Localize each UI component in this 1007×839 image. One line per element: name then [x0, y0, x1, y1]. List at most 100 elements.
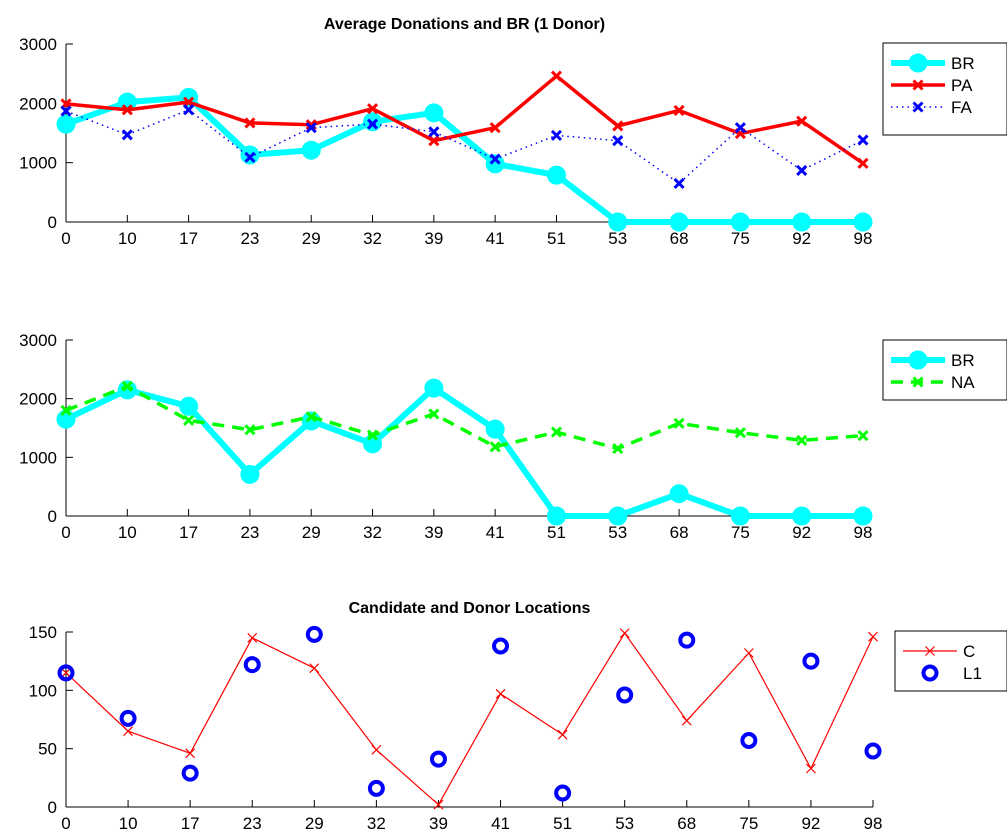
x-tick-label: 53 — [615, 814, 634, 833]
data-point-br — [792, 212, 812, 232]
y-tick-label: 100 — [29, 681, 57, 700]
x-tick-label: 0 — [61, 523, 70, 542]
data-point-l1 — [243, 656, 261, 674]
data-point-br — [424, 378, 444, 398]
data-point-fa — [121, 129, 133, 141]
data-point-br — [240, 145, 260, 165]
data-point-c — [185, 748, 196, 759]
legend-label-na: NA — [951, 373, 975, 392]
data-point-c — [61, 667, 71, 678]
data-point-na — [612, 442, 624, 455]
y-tick-label: 50 — [38, 740, 57, 759]
legend-label-br: BR — [951, 351, 975, 370]
data-point-br — [301, 411, 321, 431]
data-point-l1 — [119, 709, 137, 727]
y-tick-label: 0 — [48, 213, 57, 232]
x-tick-label: 53 — [608, 229, 627, 248]
data-point-fa — [305, 122, 317, 134]
data-point-br — [485, 154, 505, 174]
x-tick-label: 92 — [792, 523, 811, 542]
x-tick-label: 17 — [179, 229, 198, 248]
data-point-c — [743, 648, 754, 658]
data-point-fa — [734, 122, 746, 134]
legend-label-br: BR — [951, 54, 975, 73]
y-tick-label: 3000 — [19, 331, 57, 350]
x-tick-label: 51 — [547, 523, 566, 542]
data-point-pa — [428, 135, 440, 147]
x-tick-label: 39 — [429, 814, 448, 833]
data-point-br — [730, 506, 750, 526]
data-point-na — [428, 408, 440, 420]
data-point-br — [608, 506, 628, 526]
series-br — [56, 378, 873, 526]
chart-title: Average Donations and BR (1 Donor) — [324, 16, 605, 33]
data-point-fa — [183, 104, 195, 116]
legend-marker-br — [908, 350, 928, 370]
data-point-fa — [244, 151, 256, 163]
data-point-fa — [612, 135, 624, 147]
data-point-l1 — [367, 779, 385, 797]
x-tick-label: 23 — [240, 523, 259, 542]
x-tick-label: 41 — [486, 523, 505, 542]
x-tick-label: 32 — [363, 523, 382, 542]
data-point-l1 — [57, 664, 75, 682]
data-point-na — [183, 414, 195, 426]
legend-marker-c — [925, 646, 935, 656]
data-point-na — [366, 429, 379, 441]
data-point-na — [305, 411, 317, 423]
series-line-c — [65, 632, 874, 806]
data-point-l1 — [802, 652, 820, 670]
data-point-na — [550, 426, 563, 438]
x-tick-label: 32 — [367, 814, 386, 833]
data-point-br — [179, 396, 199, 416]
y-tick-label: 1000 — [19, 154, 57, 173]
data-point-pa — [244, 117, 256, 129]
legend: BR NA — [882, 339, 1007, 401]
x-tick-label: 75 — [731, 523, 750, 542]
data-point-br — [546, 165, 566, 185]
data-point-l1 — [616, 686, 634, 704]
y-tick-label: 3000 — [19, 35, 57, 54]
data-point-na — [489, 441, 501, 453]
x-tick-label: 17 — [179, 523, 198, 542]
panel-donations-and-br: Average Donations and BR (1 Donor) 0 1000 2… — [19, 16, 1007, 248]
legend-marker-fa — [912, 101, 924, 113]
x-tick-label: 98 — [854, 523, 873, 542]
data-point-l1 — [554, 784, 572, 802]
data-point-br — [669, 212, 689, 232]
data-point-pa — [673, 104, 685, 117]
legend-marker-l1 — [921, 664, 939, 682]
data-point-pa — [489, 122, 501, 134]
data-point-na — [734, 427, 746, 439]
data-point-br — [853, 212, 873, 232]
legend-box — [882, 42, 1007, 136]
x-tick-label: 29 — [302, 229, 321, 248]
x-tick-label: 32 — [363, 229, 382, 248]
y-tick-label: 150 — [29, 623, 57, 642]
x-tick-label: 51 — [547, 229, 566, 248]
data-point-pa — [550, 70, 563, 82]
series-line-br — [64, 385, 863, 519]
x-tick-label: 68 — [677, 814, 696, 833]
data-point-pa — [612, 120, 624, 132]
data-point-l1 — [429, 750, 447, 768]
y-tick-label: 2000 — [19, 94, 57, 113]
data-point-l1 — [305, 625, 323, 643]
x-tick-label: 39 — [424, 523, 443, 542]
x-tick-label: 29 — [302, 523, 321, 542]
data-point-c — [495, 688, 506, 699]
x-tick-label: 51 — [553, 814, 572, 833]
data-point-l1 — [678, 631, 696, 649]
y-tick-label: 1000 — [19, 448, 57, 467]
x-tick-label: 39 — [424, 229, 443, 248]
data-point-fa — [366, 118, 379, 130]
data-point-br — [424, 103, 444, 123]
x-tick-label: 23 — [243, 814, 262, 833]
data-point-na — [60, 404, 72, 416]
x-tick-label: 41 — [491, 814, 510, 833]
chart-title: Candidate and Donor Locations — [349, 600, 591, 617]
data-point-l1 — [864, 742, 882, 760]
data-point-fa — [550, 129, 563, 141]
series-na — [60, 380, 869, 455]
x-tick-label: 68 — [670, 523, 689, 542]
